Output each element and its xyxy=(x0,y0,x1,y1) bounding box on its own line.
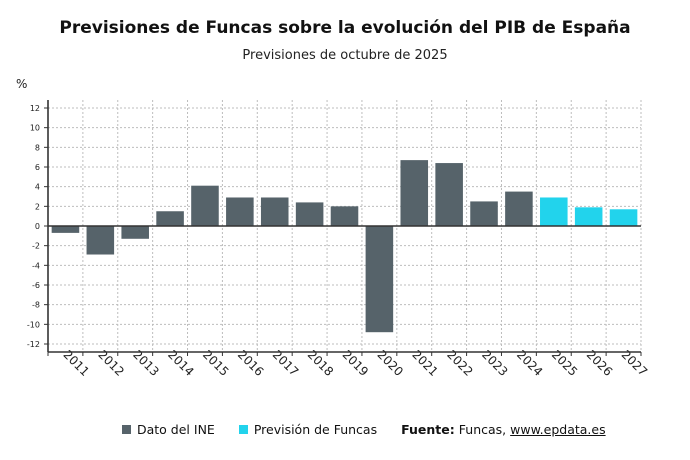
chart-title: Previsiones de Funcas sobre la evolución… xyxy=(59,18,631,38)
bar-2020 xyxy=(365,226,394,333)
bar-2011 xyxy=(51,226,80,233)
bar-2017 xyxy=(260,197,289,226)
y-tick-label: 2 xyxy=(35,202,40,211)
source-note: Fuente: Funcas, www.epdata.es xyxy=(401,422,605,437)
bar-2027 xyxy=(609,209,638,226)
bar-2026 xyxy=(574,207,603,226)
y-tick-label: 4 xyxy=(35,183,40,192)
bar-2024 xyxy=(505,191,533,226)
y-tick-label: -6 xyxy=(32,281,40,290)
y-tick-label: 8 xyxy=(35,143,40,152)
bars xyxy=(51,160,638,333)
bar-2019 xyxy=(330,206,359,226)
legend-swatch-ine xyxy=(122,425,131,434)
bar-2021 xyxy=(400,160,429,226)
y-tick-label: -4 xyxy=(32,261,40,270)
y-tick-label: -8 xyxy=(32,301,40,310)
bar-2022 xyxy=(435,163,463,226)
bar-2014 xyxy=(156,211,184,226)
legend-label-ine: Dato del INE xyxy=(137,422,215,437)
y-tick-label: 6 xyxy=(35,163,40,172)
y-tick-label: -12 xyxy=(27,340,40,349)
source-text: Funcas, xyxy=(458,422,507,437)
source-label: Fuente: xyxy=(401,422,455,437)
legend-item-funcas: Previsión de Funcas xyxy=(238,422,378,437)
bar-2023 xyxy=(470,201,498,226)
legend-item-ine: Dato del INE xyxy=(122,422,215,437)
y-tick-label: 12 xyxy=(30,104,40,113)
legend: Dato del INE Previsión de Funcas Fuente:… xyxy=(122,422,630,437)
chart-subtitle: Previsiones de octubre de 2025 xyxy=(242,48,448,63)
bar-2018 xyxy=(295,202,324,226)
y-tick-label: 10 xyxy=(30,124,40,133)
legend-label-funcas: Previsión de Funcas xyxy=(253,422,378,437)
y-axis-label: % xyxy=(16,77,27,91)
source-link[interactable]: www.epdata.es xyxy=(510,422,606,437)
bar-2013 xyxy=(121,226,149,239)
legend-swatch-funcas xyxy=(238,425,248,434)
bar-2016 xyxy=(226,197,254,226)
bar-2015 xyxy=(191,185,219,226)
y-tick-label: 0 xyxy=(35,222,40,231)
y-tick-label: -2 xyxy=(32,242,40,251)
bar-2025 xyxy=(540,197,568,226)
y-tick-label: -10 xyxy=(27,320,40,329)
bar-2012 xyxy=(86,226,115,255)
y-axis-ticks: 12 10 8 6 4 2 0 -2 -4 -6 -8 -10 -12 xyxy=(27,104,48,349)
